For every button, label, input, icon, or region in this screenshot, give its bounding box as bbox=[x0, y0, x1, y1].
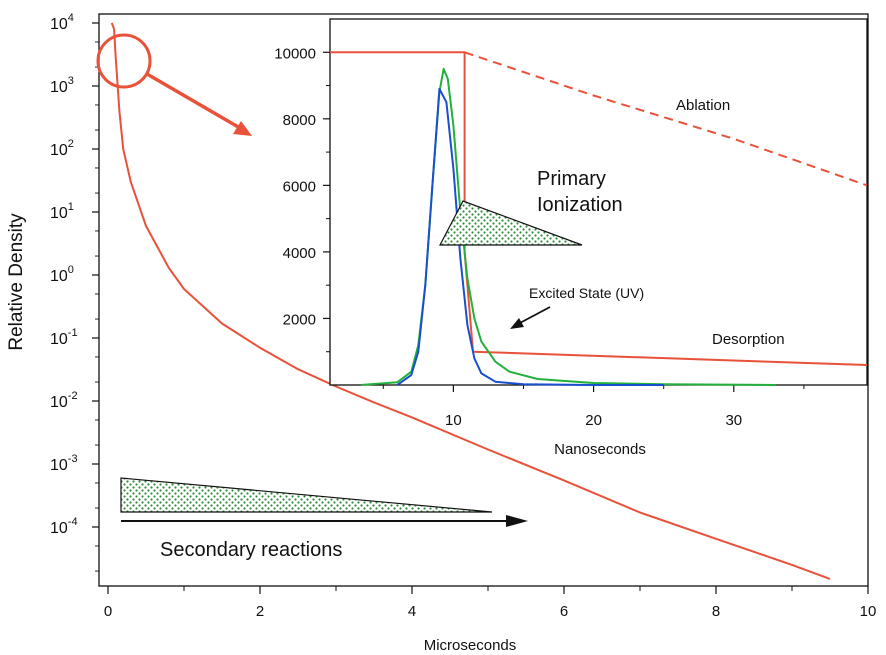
inset-y-tick-label: 6000 bbox=[283, 178, 316, 195]
inset-plot-frame bbox=[329, 18, 868, 386]
primary-ionization-label-line2: Ionization bbox=[537, 194, 623, 216]
zoom-arrow bbox=[146, 72, 241, 130]
main-x-tick-label: 2 bbox=[256, 603, 264, 620]
inset-y-tick-label: 8000 bbox=[283, 112, 316, 129]
secondary-reactions-wedge bbox=[120, 477, 493, 513]
excited-state-pointer bbox=[517, 306, 551, 325]
secondary-reactions-arrowhead bbox=[506, 515, 528, 527]
main-x-tick-label: 6 bbox=[560, 603, 568, 620]
zoom-circle bbox=[96, 33, 152, 89]
main-y-tick-label: 104 bbox=[50, 12, 74, 33]
main-y-tick-label: 101 bbox=[50, 201, 74, 222]
main-y-tick-label: 103 bbox=[50, 75, 74, 96]
inset-y-tick-label: 2000 bbox=[283, 311, 316, 328]
main-y-tick-label: 10-4 bbox=[50, 516, 78, 537]
secondary-reactions-label: Secondary reactions bbox=[160, 539, 342, 561]
main-plot-frame bbox=[98, 13, 869, 587]
main-y-tick-label: 100 bbox=[50, 264, 74, 285]
main-y-tick-label: 10-3 bbox=[50, 453, 78, 474]
main-x-tick-label: 4 bbox=[408, 603, 416, 620]
main-x-tick-label: 10 bbox=[860, 603, 877, 620]
inset-x-tick-label: 10 bbox=[445, 412, 462, 429]
main-y-axis-label: Relative Density bbox=[6, 213, 27, 351]
main-decay-series-line bbox=[110, 22, 831, 580]
inset-x-tick-label: 30 bbox=[725, 412, 742, 429]
primary-ionization-label-line1: Primary bbox=[537, 168, 606, 190]
primary-ionization-wedge bbox=[439, 200, 583, 246]
main-x-tick-label: 8 bbox=[712, 603, 720, 620]
desorption-label: Desorption bbox=[712, 331, 785, 348]
inset-x-tick-label: 20 bbox=[585, 412, 602, 429]
inset-y-tick-label: 4000 bbox=[283, 245, 316, 262]
ablation-label: Ablation bbox=[676, 97, 730, 114]
main-y-tick-label: 102 bbox=[50, 138, 74, 159]
inset-ablation-dashed-line bbox=[464, 51, 868, 187]
excited-state-label: Excited State (UV) bbox=[529, 285, 644, 301]
main-x-axis-label: Microseconds bbox=[424, 637, 517, 654]
zoom-arrowhead bbox=[233, 121, 252, 136]
excited-state-arrowhead bbox=[510, 318, 524, 329]
inset-y-tick-label: 10000 bbox=[274, 45, 316, 62]
main-y-tick-label: 10-2 bbox=[50, 390, 78, 411]
main-y-tick-label: 10-1 bbox=[50, 327, 78, 348]
main-x-tick-label: 0 bbox=[104, 603, 112, 620]
inset-x-axis-label: Nanoseconds bbox=[554, 441, 646, 458]
